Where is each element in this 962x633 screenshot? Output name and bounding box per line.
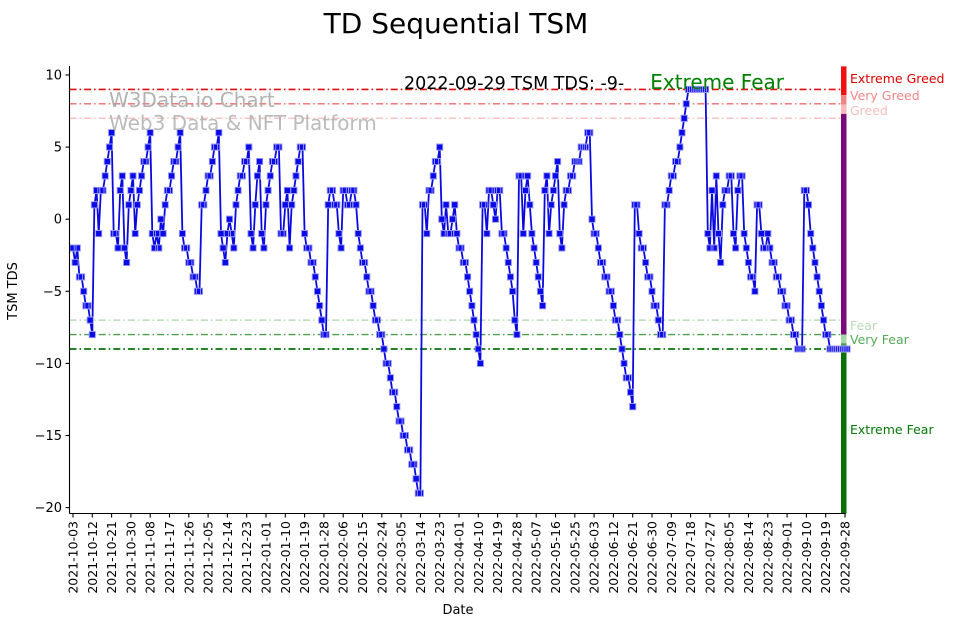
subtitle-date-value: 2022-09-29 TSM TDS: -9- [404, 74, 625, 94]
watermark-line-2: Web3 Data & NFT Platform [109, 111, 377, 135]
x-tick-label: 2022-06-03 [587, 521, 602, 594]
x-tick-label: 2022-02-24 [374, 521, 389, 594]
y-tick-label: −20 [35, 501, 62, 516]
x-tick-label: 2021-10-12 [85, 521, 100, 594]
zone-label-very-fear: Very Fear [850, 332, 909, 348]
x-tick-label: 2021-11-26 [181, 521, 196, 594]
y-tick-label: 0 [54, 213, 62, 228]
x-tick-label: 2022-07-27 [702, 521, 717, 594]
x-tick-label: 2022-09-01 [780, 521, 795, 594]
x-tick-label: 2022-02-06 [336, 521, 351, 594]
x-tick-label: 2021-12-14 [220, 521, 235, 594]
x-tick-label: 2022-07-09 [664, 521, 679, 594]
y-tick-label: 10 [45, 69, 62, 84]
y-axis-label: TSM TDS [6, 262, 21, 320]
watermark-line-1: W3Data.io Chart [109, 88, 275, 112]
right-zone-bar-segment [841, 95, 847, 105]
zone-label-extreme-greed: Extreme Greed [850, 71, 945, 87]
right-zone-bar-segment [841, 113, 847, 335]
x-tick-label: 2022-02-15 [355, 521, 370, 594]
x-tick-label: 2022-09-10 [799, 521, 814, 594]
x-tick-label: 2021-10-03 [66, 521, 81, 594]
x-tick-label: 2022-06-12 [606, 521, 621, 594]
y-tick-label: −5 [43, 285, 62, 300]
x-tick-label: 2022-09-28 [838, 521, 853, 594]
x-tick-label: 2022-04-10 [471, 521, 486, 594]
x-tick-label: 2022-01-28 [316, 521, 331, 594]
y-tick-label: −15 [35, 429, 62, 444]
x-tick-label: 2022-05-25 [567, 521, 582, 594]
x-tick-label: 2022-07-18 [683, 521, 698, 594]
x-tick-label: 2022-03-23 [432, 521, 447, 594]
right-zone-bar-segment [841, 352, 847, 514]
x-tick-label: 2022-04-01 [452, 521, 467, 594]
x-tick-label: 2022-09-19 [818, 521, 833, 594]
x-tick-label: 2022-04-19 [490, 521, 505, 594]
x-tick-label: 2021-12-05 [201, 521, 216, 594]
subtitle-status: Extreme Fear [650, 70, 784, 94]
right-zone-bar-segment [841, 66, 847, 96]
x-tick-label: 2021-10-21 [104, 521, 119, 594]
right-zone-bar-segment [841, 104, 847, 114]
page-title: TD Sequential TSM [323, 7, 589, 40]
x-tick-label: 2022-08-14 [741, 521, 756, 594]
right-zone-bar-segment [841, 334, 847, 344]
x-tick-label: 2022-06-21 [625, 521, 640, 594]
x-tick-label: 2022-04-28 [509, 521, 524, 594]
x-tick-label: 2021-12-23 [239, 521, 254, 594]
zone-label-greed: Greed [850, 103, 888, 119]
x-tick-label: 2022-05-07 [529, 521, 544, 594]
x-tick-label: 2022-01-01 [259, 521, 274, 594]
x-tick-label: 2022-08-23 [760, 521, 775, 594]
y-tick-label: 5 [54, 141, 62, 156]
data-points [69, 85, 851, 497]
zone-label-very-greed: Very Greed [850, 87, 920, 103]
chart-subtitle: 2022-09-29 TSM TDS: -9- Extreme Fear [404, 70, 784, 94]
x-tick-label: 2022-05-16 [548, 521, 563, 594]
x-tick-label: 2021-10-30 [123, 521, 138, 594]
x-tick-label: 2022-06-30 [645, 521, 660, 594]
zone-label-extreme-fear: Extreme Fear [850, 421, 934, 437]
x-tick-label: 2022-03-14 [413, 521, 428, 594]
zone-label-fear: Fear [850, 317, 877, 333]
x-tick-label: 2022-03-05 [394, 521, 409, 594]
x-tick-label: 2022-01-10 [278, 521, 293, 594]
x-tick-label: 2022-01-19 [297, 521, 312, 594]
data-line [72, 88, 848, 495]
y-tick-label: −10 [35, 357, 62, 372]
x-tick-label: 2021-11-17 [162, 521, 177, 594]
x-axis-label: Date [442, 603, 474, 618]
x-tick-label: 2022-08-05 [722, 521, 737, 594]
x-tick-label: 2021-11-08 [143, 521, 158, 594]
